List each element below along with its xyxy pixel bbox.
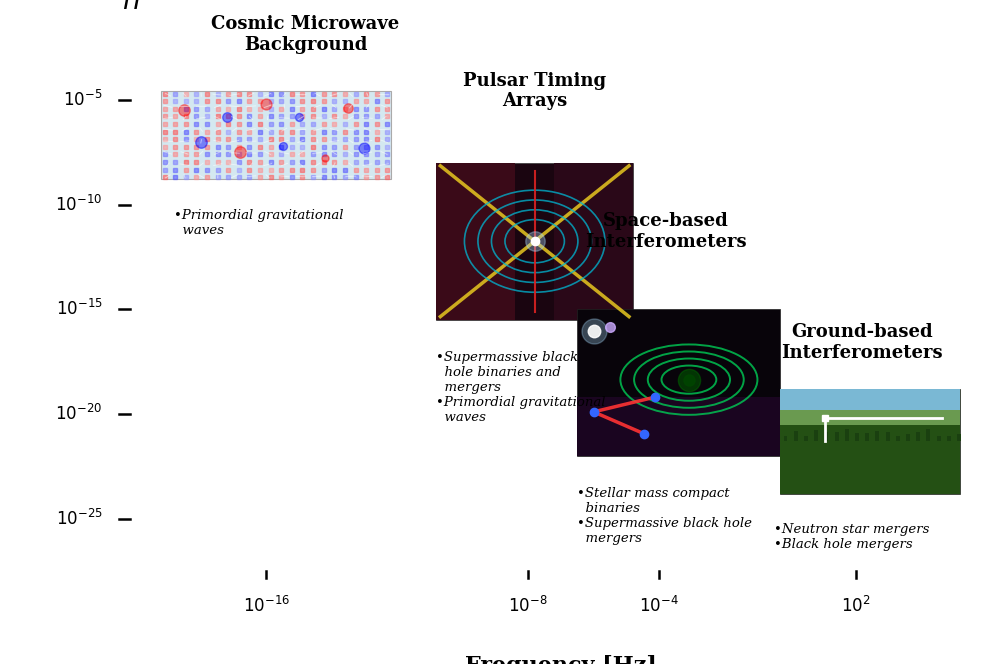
FancyBboxPatch shape xyxy=(161,92,391,179)
FancyBboxPatch shape xyxy=(783,436,787,441)
Text: $h$: $h$ xyxy=(122,0,140,15)
FancyBboxPatch shape xyxy=(825,432,829,441)
FancyBboxPatch shape xyxy=(896,436,900,441)
Text: Frequency [Hz]: Frequency [Hz] xyxy=(465,655,656,664)
Text: $10^{-4}$: $10^{-4}$ xyxy=(640,596,679,616)
Text: •Stellar mass compact
  binaries
•Supermassive black hole
  mergers: •Stellar mass compact binaries •Supermas… xyxy=(577,487,752,545)
Text: •Primordial gravitational
  waves: •Primordial gravitational waves xyxy=(174,208,344,237)
FancyBboxPatch shape xyxy=(886,432,890,441)
FancyBboxPatch shape xyxy=(804,436,808,441)
FancyBboxPatch shape xyxy=(937,436,940,441)
FancyBboxPatch shape xyxy=(957,434,961,441)
FancyBboxPatch shape xyxy=(855,434,859,441)
FancyBboxPatch shape xyxy=(780,426,960,493)
FancyBboxPatch shape xyxy=(794,431,798,441)
Text: Ground-based
Interferometers: Ground-based Interferometers xyxy=(781,323,942,362)
Text: Space-based
Interferometers: Space-based Interferometers xyxy=(585,212,746,250)
FancyBboxPatch shape xyxy=(554,163,633,320)
FancyBboxPatch shape xyxy=(437,163,515,320)
FancyBboxPatch shape xyxy=(875,432,879,441)
FancyBboxPatch shape xyxy=(814,430,818,441)
Text: Pulsar Timing
Arrays: Pulsar Timing Arrays xyxy=(463,72,606,110)
FancyBboxPatch shape xyxy=(917,432,920,441)
Text: $10^{-5}$: $10^{-5}$ xyxy=(63,90,102,110)
Text: •Neutron star mergers
•Black hole mergers: •Neutron star mergers •Black hole merger… xyxy=(774,523,929,551)
Text: Cosmic Microwave
Background: Cosmic Microwave Background xyxy=(211,15,400,54)
Text: $10^{-20}$: $10^{-20}$ xyxy=(55,404,102,424)
FancyBboxPatch shape xyxy=(577,397,780,456)
FancyBboxPatch shape xyxy=(844,429,848,441)
FancyBboxPatch shape xyxy=(927,430,931,441)
FancyBboxPatch shape xyxy=(437,163,633,320)
Text: $10^{-8}$: $10^{-8}$ xyxy=(508,596,547,616)
FancyBboxPatch shape xyxy=(865,433,869,441)
FancyBboxPatch shape xyxy=(577,309,780,456)
FancyBboxPatch shape xyxy=(906,434,910,441)
FancyBboxPatch shape xyxy=(780,389,960,410)
FancyBboxPatch shape xyxy=(780,389,960,426)
Text: $10^{-25}$: $10^{-25}$ xyxy=(55,509,102,529)
FancyBboxPatch shape xyxy=(780,389,960,493)
FancyBboxPatch shape xyxy=(946,436,950,441)
Text: $10^{2}$: $10^{2}$ xyxy=(841,596,870,616)
Text: $10^{-15}$: $10^{-15}$ xyxy=(55,299,102,319)
Text: $10^{-10}$: $10^{-10}$ xyxy=(55,195,102,214)
Text: •Supermassive black
  hole binaries and
  mergers
•Primordial gravitational
  wa: •Supermassive black hole binaries and me… xyxy=(437,351,606,424)
Text: $10^{-16}$: $10^{-16}$ xyxy=(243,596,290,616)
FancyBboxPatch shape xyxy=(835,432,839,441)
